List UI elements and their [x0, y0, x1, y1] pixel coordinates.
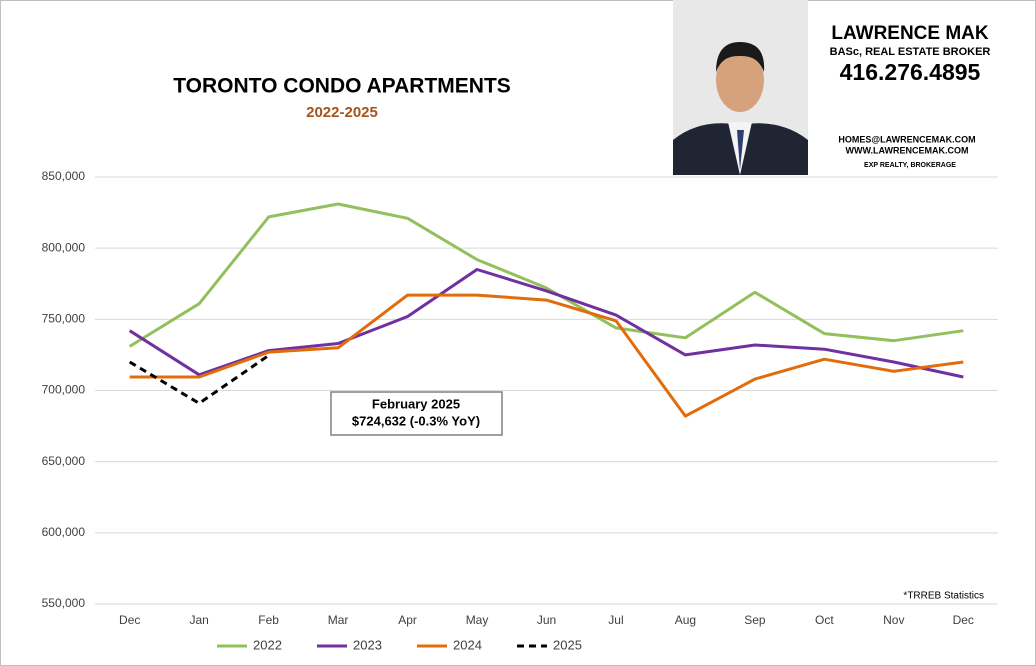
plot-area: 550,000 600,000 650,000 700,000 750,000 800,0… [42, 169, 998, 652]
y-tick-label: 650,000 [42, 454, 86, 468]
chart-title: TORONTO CONDO APARTMENTS [173, 75, 511, 98]
legend-label: 2022 [253, 637, 282, 652]
agent-phone: 416.276.4895 [840, 59, 981, 85]
x-tick-label: Dec [953, 613, 974, 627]
x-tick-label: Feb [258, 613, 279, 627]
agent-brokerage: EXP REALTY, BROKERAGE [864, 162, 956, 169]
annotation-title: February 2025 [372, 396, 460, 411]
footnote: *TRREB Statistics [903, 591, 984, 602]
x-tick-label: Jun [537, 613, 556, 627]
annotation: February 2025 $724,632 (-0.3% YoY) [330, 391, 503, 436]
x-tick-label: Nov [883, 613, 904, 627]
x-tick-label: Oct [815, 613, 834, 627]
legend-label: 2024 [453, 637, 482, 652]
series-line [128, 354, 270, 405]
agent-website: WWW.LAWRENCEMAK.COM [846, 145, 969, 155]
series-line [129, 293, 964, 418]
agent-credentials: BASc, REAL ESTATE BROKER [830, 46, 991, 58]
legend-label: 2025 [553, 637, 582, 652]
y-tick-label: 700,000 [42, 383, 86, 397]
x-tick-label: Jul [608, 613, 623, 627]
agent-email: HOMES@LAWRENCEMAK.COM [838, 134, 975, 144]
legend-label: 2023 [353, 637, 382, 652]
x-tick-label: May [466, 613, 489, 627]
x-tick-label: Mar [328, 613, 349, 627]
chart-subtitle: 2022-2025 [306, 104, 378, 121]
y-tick-label: 550,000 [42, 596, 86, 610]
x-tick-label: Apr [398, 613, 417, 627]
x-tick-label: Aug [675, 613, 696, 627]
x-tick-label: Dec [119, 613, 140, 627]
y-tick-label: 600,000 [42, 525, 86, 539]
agent-name: LAWRENCE MAK [831, 23, 989, 44]
series-line [128, 202, 964, 348]
y-tick-label: 800,000 [42, 240, 86, 254]
x-tick-label: Jan [190, 613, 209, 627]
y-tick-label: 750,000 [42, 312, 86, 326]
annotation-text: $724,632 (-0.3% YoY) [352, 413, 480, 428]
y-tick-label: 850,000 [42, 169, 86, 183]
x-tick-label: Sep [744, 613, 766, 627]
agent-photo [673, 0, 808, 175]
